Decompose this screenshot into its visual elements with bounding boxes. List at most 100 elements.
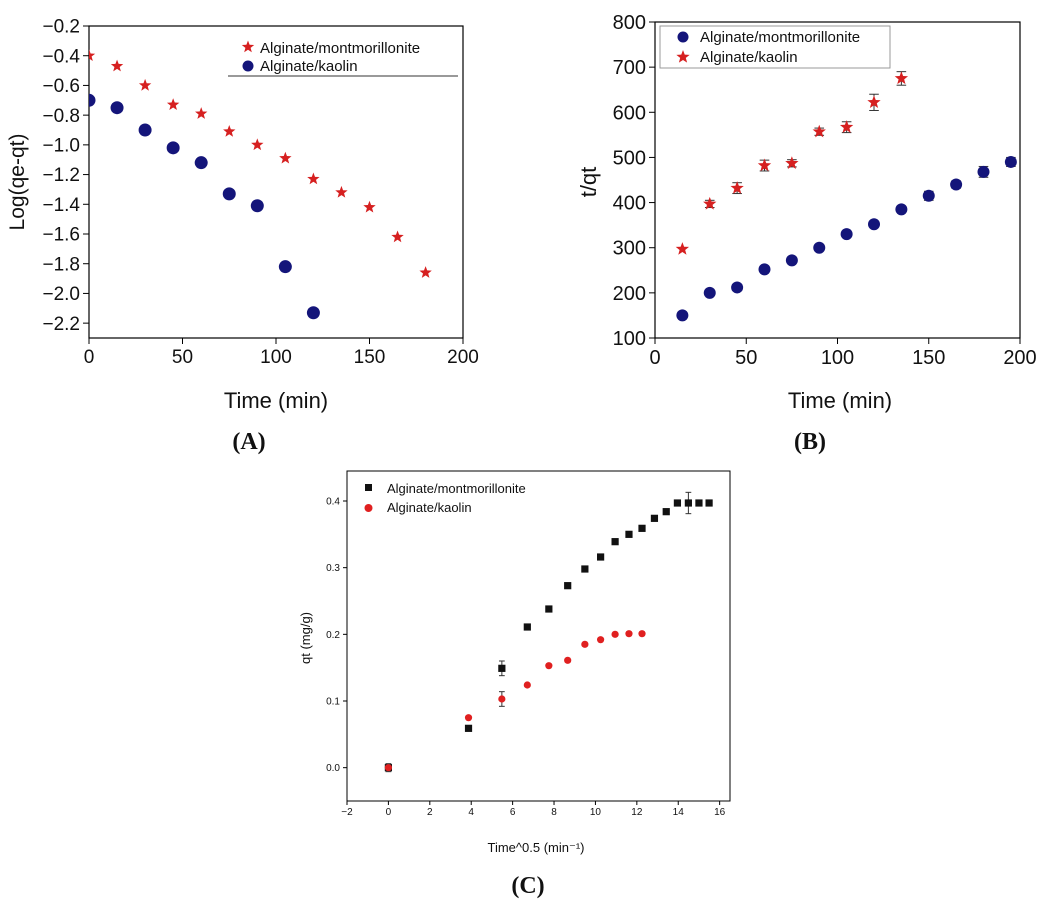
panel-a-point-alginate-montmorillonite <box>195 107 208 119</box>
panel-a-x-tick-label: 50 <box>172 347 193 368</box>
panel-a-label: (A) <box>232 429 265 455</box>
panel-a-point-alginate-montmorillonite <box>166 98 180 110</box>
panel-a-y-tick-label: −1.6 <box>42 225 80 246</box>
panel-c-x-axis-label: Time^0.5 (min⁻¹) <box>488 840 585 855</box>
panel-c-point-alginate-montmorillonite <box>611 538 619 546</box>
panel-c-x-ticks: −2 0 2 4 6 8 10 12 14 16 <box>341 801 726 818</box>
panel-c: −2 0 2 4 6 8 10 12 14 16 0.0 0.1 0.2 0.3 0.4 Time^0.5… <box>298 470 731 899</box>
panel-c-y-tick-label: 0.2 <box>326 630 340 641</box>
panel-a-y-tick-label: −2.2 <box>42 314 80 335</box>
panel-a-point-alginate-montmorillonite <box>89 49 96 61</box>
panel-a-point-alginate-montmorillonite <box>279 151 292 164</box>
panel-c-point-alginate-kaolin <box>523 681 531 689</box>
panel-c-x-tick-label: 0 <box>386 807 392 818</box>
panel-a-y-tick-label: −0.2 <box>42 17 80 38</box>
panel-a-x-tick-label: 100 <box>260 347 292 368</box>
panel-a-y-axis-label: Log(qe-qt) <box>6 134 29 231</box>
panel-b-x-tick-label: 100 <box>821 347 854 369</box>
panel-b-point-alginate-montmorillonite <box>676 309 689 322</box>
panel-c-point-alginate-montmorillonite <box>564 582 572 590</box>
panel-b-legend-box <box>659 25 891 69</box>
panel-b-label: (B) <box>794 429 826 455</box>
panel-b-point-alginate-montmorillonite <box>895 203 908 216</box>
panel-a-point-alginate-kaolin <box>250 199 264 213</box>
panel-c-legend: Alginate/montmorillonite Alginate/kaolin <box>364 481 526 515</box>
panel-b-x-ticks: 0 50 100 150 200 <box>649 338 1037 369</box>
panel-b-points <box>675 71 1017 322</box>
panel-b-point-alginate-kaolin <box>675 242 690 255</box>
panel-a-point-alginate-kaolin <box>306 306 320 320</box>
panel-a-x-tick-label: 200 <box>447 347 479 368</box>
panel-b-y-tick-label: 800 <box>613 12 646 34</box>
panel-c-point-alginate-kaolin <box>498 695 506 703</box>
panel-a-point-alginate-montmorillonite <box>138 78 152 91</box>
panel-b-x-tick-label: 0 <box>649 347 660 369</box>
panel-c-point-alginate-kaolin <box>464 714 473 722</box>
panel-a-legend-label-kaolin: Alginate/kaolin <box>260 58 358 75</box>
panel-b-y-tick-label: 400 <box>613 193 646 215</box>
panel-b-point-alginate-kaolin <box>757 158 772 172</box>
panel-c-x-tick-label: 10 <box>590 807 602 818</box>
panel-c-y-ticks: 0.0 0.1 0.2 0.3 0.4 <box>326 497 347 774</box>
panel-b-point-alginate-kaolin <box>812 124 826 138</box>
panel-b-point-alginate-montmorillonite <box>840 228 853 241</box>
panel-a-point-alginate-kaolin <box>278 260 292 274</box>
panel-c-x-tick-label: 6 <box>510 807 516 818</box>
panel-c-point-alginate-montmorillonite <box>662 508 670 516</box>
panel-c-point-alginate-montmorillonite <box>695 499 703 507</box>
panel-c-point-alginate-montmorillonite <box>673 499 682 507</box>
panel-a-y-tick-label: −2.0 <box>42 284 80 305</box>
panel-b-point-alginate-kaolin <box>867 95 881 109</box>
panel-a-y-tick-label: −1.4 <box>42 195 80 216</box>
panel-b-x-axis-label: Time (min) <box>788 388 892 413</box>
panel-c-point-alginate-kaolin <box>597 636 605 644</box>
panel-c-point-alginate-montmorillonite <box>498 664 506 672</box>
panel-a-point-alginate-montmorillonite <box>223 124 236 137</box>
panel-a-y-tick-label: −0.4 <box>42 46 80 67</box>
panel-a-points <box>89 49 432 320</box>
panel-c-points <box>384 491 713 773</box>
panel-c-label: (C) <box>511 873 544 899</box>
panel-b-legend-label-kaolin: Alginate/kaolin <box>700 49 798 66</box>
panel-b: 0 50 100 150 200 100 200 300 400 500 600 700 800 Ti… <box>576 12 1037 455</box>
panel-c-point-alginate-montmorillonite <box>597 553 605 561</box>
panel-b-point-alginate-montmorillonite <box>922 189 935 202</box>
panel-a-y-tick-label: −0.6 <box>42 76 80 97</box>
panel-c-point-alginate-montmorillonite <box>464 724 473 732</box>
panel-b-point-alginate-montmorillonite <box>785 254 798 267</box>
panel-a-y-tick-label: −0.8 <box>42 106 80 127</box>
panel-c-x-tick-label: 4 <box>468 807 474 818</box>
panel-a-point-alginate-kaolin <box>89 93 96 107</box>
panel-a-x-tick-label: 0 <box>84 347 95 368</box>
panel-b-point-alginate-montmorillonite <box>813 241 826 254</box>
panel-b-y-tick-label: 100 <box>613 328 646 350</box>
panel-a-y-ticks: −0.2 −0.4 −0.6 −0.8 −1.0 −1.2 −1.4 −1.6 −1.8 −2.0… <box>42 17 89 335</box>
panel-c-legend-marker-montmorillonite <box>365 484 372 491</box>
panel-b-legend: Alginate/montmorillonite Alginate/kaolin <box>659 25 891 69</box>
panel-c-x-tick-label: 8 <box>551 807 557 818</box>
panel-c-legend-marker-kaolin <box>364 504 373 512</box>
panel-c-y-tick-label: 0.3 <box>326 563 340 574</box>
panel-c-legend-label-kaolin: Alginate/kaolin <box>387 500 472 515</box>
panel-c-point-alginate-montmorillonite <box>638 524 646 532</box>
panel-a-x-axis-label: Time (min) <box>224 388 328 413</box>
panel-b-point-alginate-montmorillonite <box>1004 155 1017 168</box>
panel-c-point-alginate-montmorillonite <box>523 623 531 631</box>
panel-a-x-tick-label: 150 <box>354 347 386 368</box>
panel-c-x-tick-label: −2 <box>341 807 353 818</box>
panel-a-point-alginate-montmorillonite <box>251 138 264 151</box>
panel-a-legend-marker-kaolin <box>242 60 254 72</box>
panel-c-y-tick-label: 0.1 <box>326 697 340 708</box>
panel-b-point-alginate-montmorillonite <box>703 286 716 299</box>
panel-a: 0 50 100 150 200 −0.2 −0.4 −0.6 −0.8 −1.0 −1.2 −1.… <box>6 17 479 455</box>
panel-c-point-alginate-kaolin <box>384 764 393 772</box>
panel-a-legend-label-montmorillonite: Alginate/montmorillonite <box>260 40 420 57</box>
panel-c-x-tick-label: 2 <box>427 807 433 818</box>
panel-a-point-alginate-montmorillonite <box>110 59 124 72</box>
panel-c-legend-label-montmorillonite: Alginate/montmorillonite <box>387 481 526 496</box>
panel-c-point-alginate-kaolin <box>545 662 553 670</box>
panel-b-legend-marker-kaolin <box>676 50 690 63</box>
panel-a-point-alginate-montmorillonite <box>307 172 320 185</box>
panel-c-point-alginate-montmorillonite <box>625 530 633 538</box>
